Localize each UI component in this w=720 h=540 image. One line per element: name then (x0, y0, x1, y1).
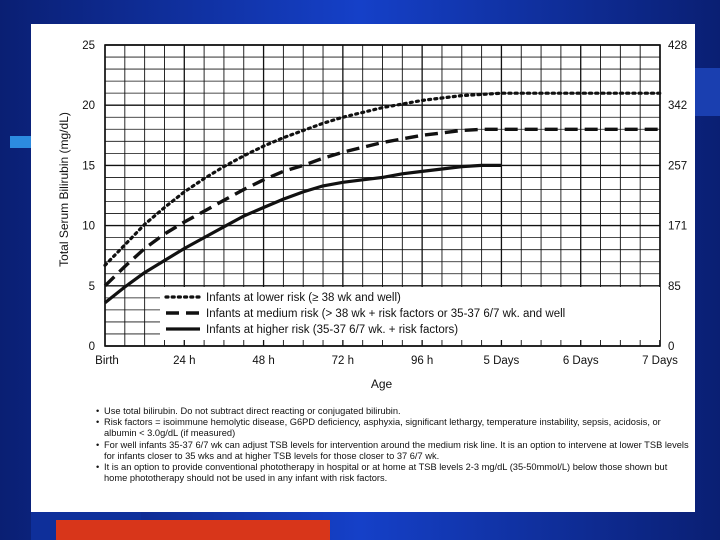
accent-bar-right (695, 68, 720, 116)
x-tick-label: 24 h (173, 355, 195, 367)
bullet-icon: • (96, 462, 100, 473)
note-text: For well infants 35-37 6/7 wk can adjust… (104, 439, 689, 461)
x-tick-label: 5 Days (484, 355, 520, 367)
y2-tick-label: 0 (668, 341, 674, 353)
note-item: • It is an option to provide conventional… (96, 462, 692, 484)
accent-bar-bottom (56, 520, 330, 540)
plot-frame (104, 44, 661, 347)
bullet-icon: • (96, 417, 100, 428)
y-tick-label: 5 (89, 281, 95, 293)
note-text: It is an option to provide conventional … (104, 462, 668, 484)
y2-tick-label: 428 (668, 40, 687, 52)
note-text: Risk factors = isoimmune hemolytic disea… (104, 417, 661, 439)
note-item: • Use total bilirubin. Do not subtract di… (96, 406, 692, 417)
accent-bar-left (10, 136, 32, 148)
x-tick-label: 72 h (332, 355, 354, 367)
note-item: • Risk factors = isoimmune hemolytic dise… (96, 417, 692, 439)
note-item: • For well infants 35-37 6/7 wk can adjus… (96, 440, 692, 462)
y-tick-label: 10 (82, 221, 95, 233)
y2-tick-label: 342 (668, 100, 687, 112)
x-tick-label: 7 Days (642, 355, 678, 367)
legend-label-3: Infants at higher risk (35-37 6/7 wk. + … (206, 324, 458, 336)
x-axis-label: Age (371, 377, 393, 391)
series-line-2 (103, 127, 660, 288)
legend-box (160, 287, 660, 340)
y2-tick-label: 171 (668, 221, 687, 233)
legend-label-1: Infants at lower risk (≥ 38 wk and well) (206, 292, 401, 304)
y2-tick-label: 257 (668, 160, 687, 172)
series-line-1 (103, 91, 662, 267)
bullet-icon: • (96, 406, 100, 416)
y-tick-label: 0 (89, 341, 95, 353)
x-tick-label: 48 h (252, 355, 274, 367)
notes-list: • Use total bilirubin. Do not subtract di… (96, 406, 692, 484)
x-tick-label: Birth (95, 355, 119, 367)
x-tick-label: 96 h (411, 355, 433, 367)
y-tick-label: 15 (82, 160, 95, 172)
legend-label-2: Infants at medium risk (> 38 wk + risk f… (206, 308, 565, 320)
note-text: Use total bilirubin. Do not subtract dir… (104, 406, 401, 416)
y-tick-label: 25 (82, 40, 95, 52)
y-axis-label: Total Serum Bilirubin (mg/dL) (57, 112, 71, 267)
x-tick-label: 6 Days (563, 355, 599, 367)
series-line-3 (104, 163, 502, 304)
bullet-icon: • (96, 439, 100, 450)
y-tick-label: 20 (82, 100, 95, 112)
y2-tick-label: 85 (668, 281, 681, 293)
